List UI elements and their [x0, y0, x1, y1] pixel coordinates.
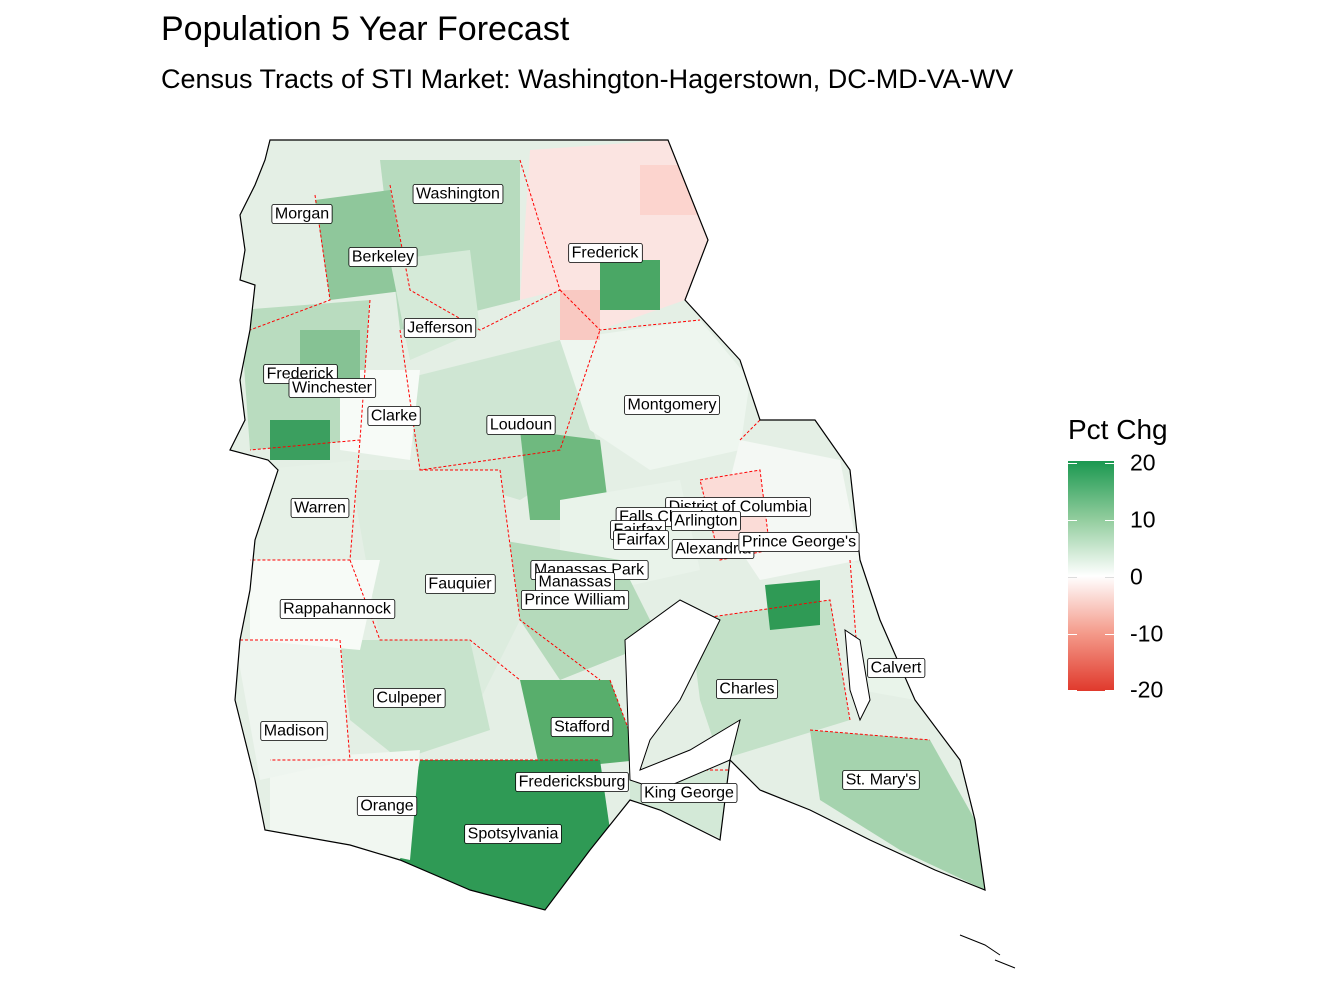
county-label-text: Arlington [674, 513, 737, 530]
county-label-text: Montgomery [628, 397, 717, 414]
county-label: Winchester [288, 378, 377, 398]
county-label: Clarke [367, 406, 421, 426]
patuxent-river [844, 629, 871, 722]
legend-tick-mark [1105, 520, 1114, 521]
county-label: Rappahannock [279, 599, 396, 619]
region-fauquier [350, 470, 520, 720]
legend-tick-mark [1105, 463, 1114, 464]
county-label-text: Stafford [554, 719, 610, 736]
county-label-text: Loudoun [490, 417, 552, 434]
county-label-text: St. Mary's [846, 772, 917, 789]
legend-tick-mark [1068, 634, 1077, 635]
county-label-text: Jefferson [407, 320, 473, 337]
county-label: Prince William [520, 590, 630, 610]
county-label-text: Madison [264, 723, 324, 740]
county-label: Madison [260, 721, 328, 741]
county-label: Charles [716, 679, 778, 699]
legend-tick-label: 20 [1130, 449, 1156, 476]
legend-tick-mark [1068, 520, 1077, 521]
region-montgomery [560, 320, 750, 470]
county-label: Prince George's [738, 532, 860, 552]
region-orange [270, 750, 420, 860]
region-berkeley [315, 190, 410, 300]
county-label: Manassas [535, 572, 615, 592]
legend-tick-label: -20 [1130, 676, 1164, 703]
county-label-text: Warren [294, 500, 346, 517]
region-outline [229, 139, 986, 911]
county-label-text: Fredericksburg [519, 774, 626, 791]
county-label: Arlington [671, 511, 741, 531]
county-label-text: Berkeley [352, 249, 414, 266]
county-label-text: Fairfax [617, 532, 666, 549]
county-label-text: Prince William [524, 592, 625, 609]
region-madison [235, 640, 350, 780]
county-label: Frederick [568, 243, 643, 263]
county-labels: Washington Morgan Berkeley Frederick Jeffers… [260, 184, 926, 844]
county-label: Berkeley [348, 247, 418, 267]
county-label: St. Mary's [842, 770, 920, 790]
county-label-text: Clarke [371, 408, 417, 425]
legend-tick-mark [1105, 634, 1114, 635]
county-label-text: King George [644, 785, 734, 802]
county-label: Fauquier [425, 574, 496, 594]
tract-patch [600, 260, 660, 310]
county-label: Spotsylvania [464, 824, 562, 844]
county-label-text: Spotsylvania [468, 826, 559, 843]
county-label-text: Manassas [539, 574, 612, 591]
county-label-text: Washington [416, 186, 500, 203]
county-label-text: Culpeper [377, 690, 443, 707]
county-label: Morgan [271, 204, 333, 224]
county-label-text: Fauquier [428, 576, 492, 593]
county-label-text: Frederick [572, 245, 640, 262]
county-label-text: Winchester [292, 380, 373, 397]
legend-tick-mark [1068, 577, 1077, 578]
legend-tick-mark [1105, 577, 1114, 578]
chart-title: Population 5 Year Forecast [161, 10, 570, 48]
county-label-text: Rappahannock [283, 601, 392, 618]
county-label: Washington [412, 184, 504, 204]
county-label: Alexandria [671, 539, 755, 559]
county-label-text: Orange [360, 798, 413, 815]
county-label-text: Alexandria [675, 541, 751, 558]
county-label: Stafford [550, 717, 614, 737]
county-label: Calvert [867, 658, 926, 678]
legend-title: Pct Chg [1068, 414, 1168, 445]
legend-tick-mark [1105, 690, 1114, 691]
county-label: Jefferson [403, 318, 477, 338]
region-charles-dark [765, 580, 820, 630]
legend-tick-mark [1068, 463, 1077, 464]
county-label: King George [640, 783, 738, 803]
legend-color-bar [1068, 461, 1114, 691]
region-st-marys [810, 730, 985, 890]
legend-tick-mark [1068, 690, 1077, 691]
county-label: Orange [356, 796, 418, 816]
county-label-text: Charles [719, 681, 774, 698]
chart-subtitle: Census Tracts of STI Market: Washington-… [161, 64, 1014, 94]
legend-tick-label: 10 [1130, 506, 1156, 533]
island-fragment [959, 934, 1016, 969]
county-label-text: Morgan [275, 206, 329, 223]
county-label-text: Calvert [871, 660, 922, 677]
legend-tick-label: -10 [1130, 620, 1164, 647]
county-label: Culpeper [373, 688, 446, 708]
county-label: Montgomery [624, 395, 720, 415]
county-label: Loudoun [486, 415, 556, 435]
tract-patch [640, 165, 700, 215]
county-label-text: Prince George's [742, 534, 856, 551]
tract-patch [270, 420, 330, 460]
county-label: Fairfax [613, 530, 669, 550]
county-label: Warren [290, 498, 350, 518]
county-label: Fredericksburg [515, 772, 629, 792]
legend-tick-label: 0 [1130, 563, 1143, 590]
tract-patch [560, 290, 600, 340]
